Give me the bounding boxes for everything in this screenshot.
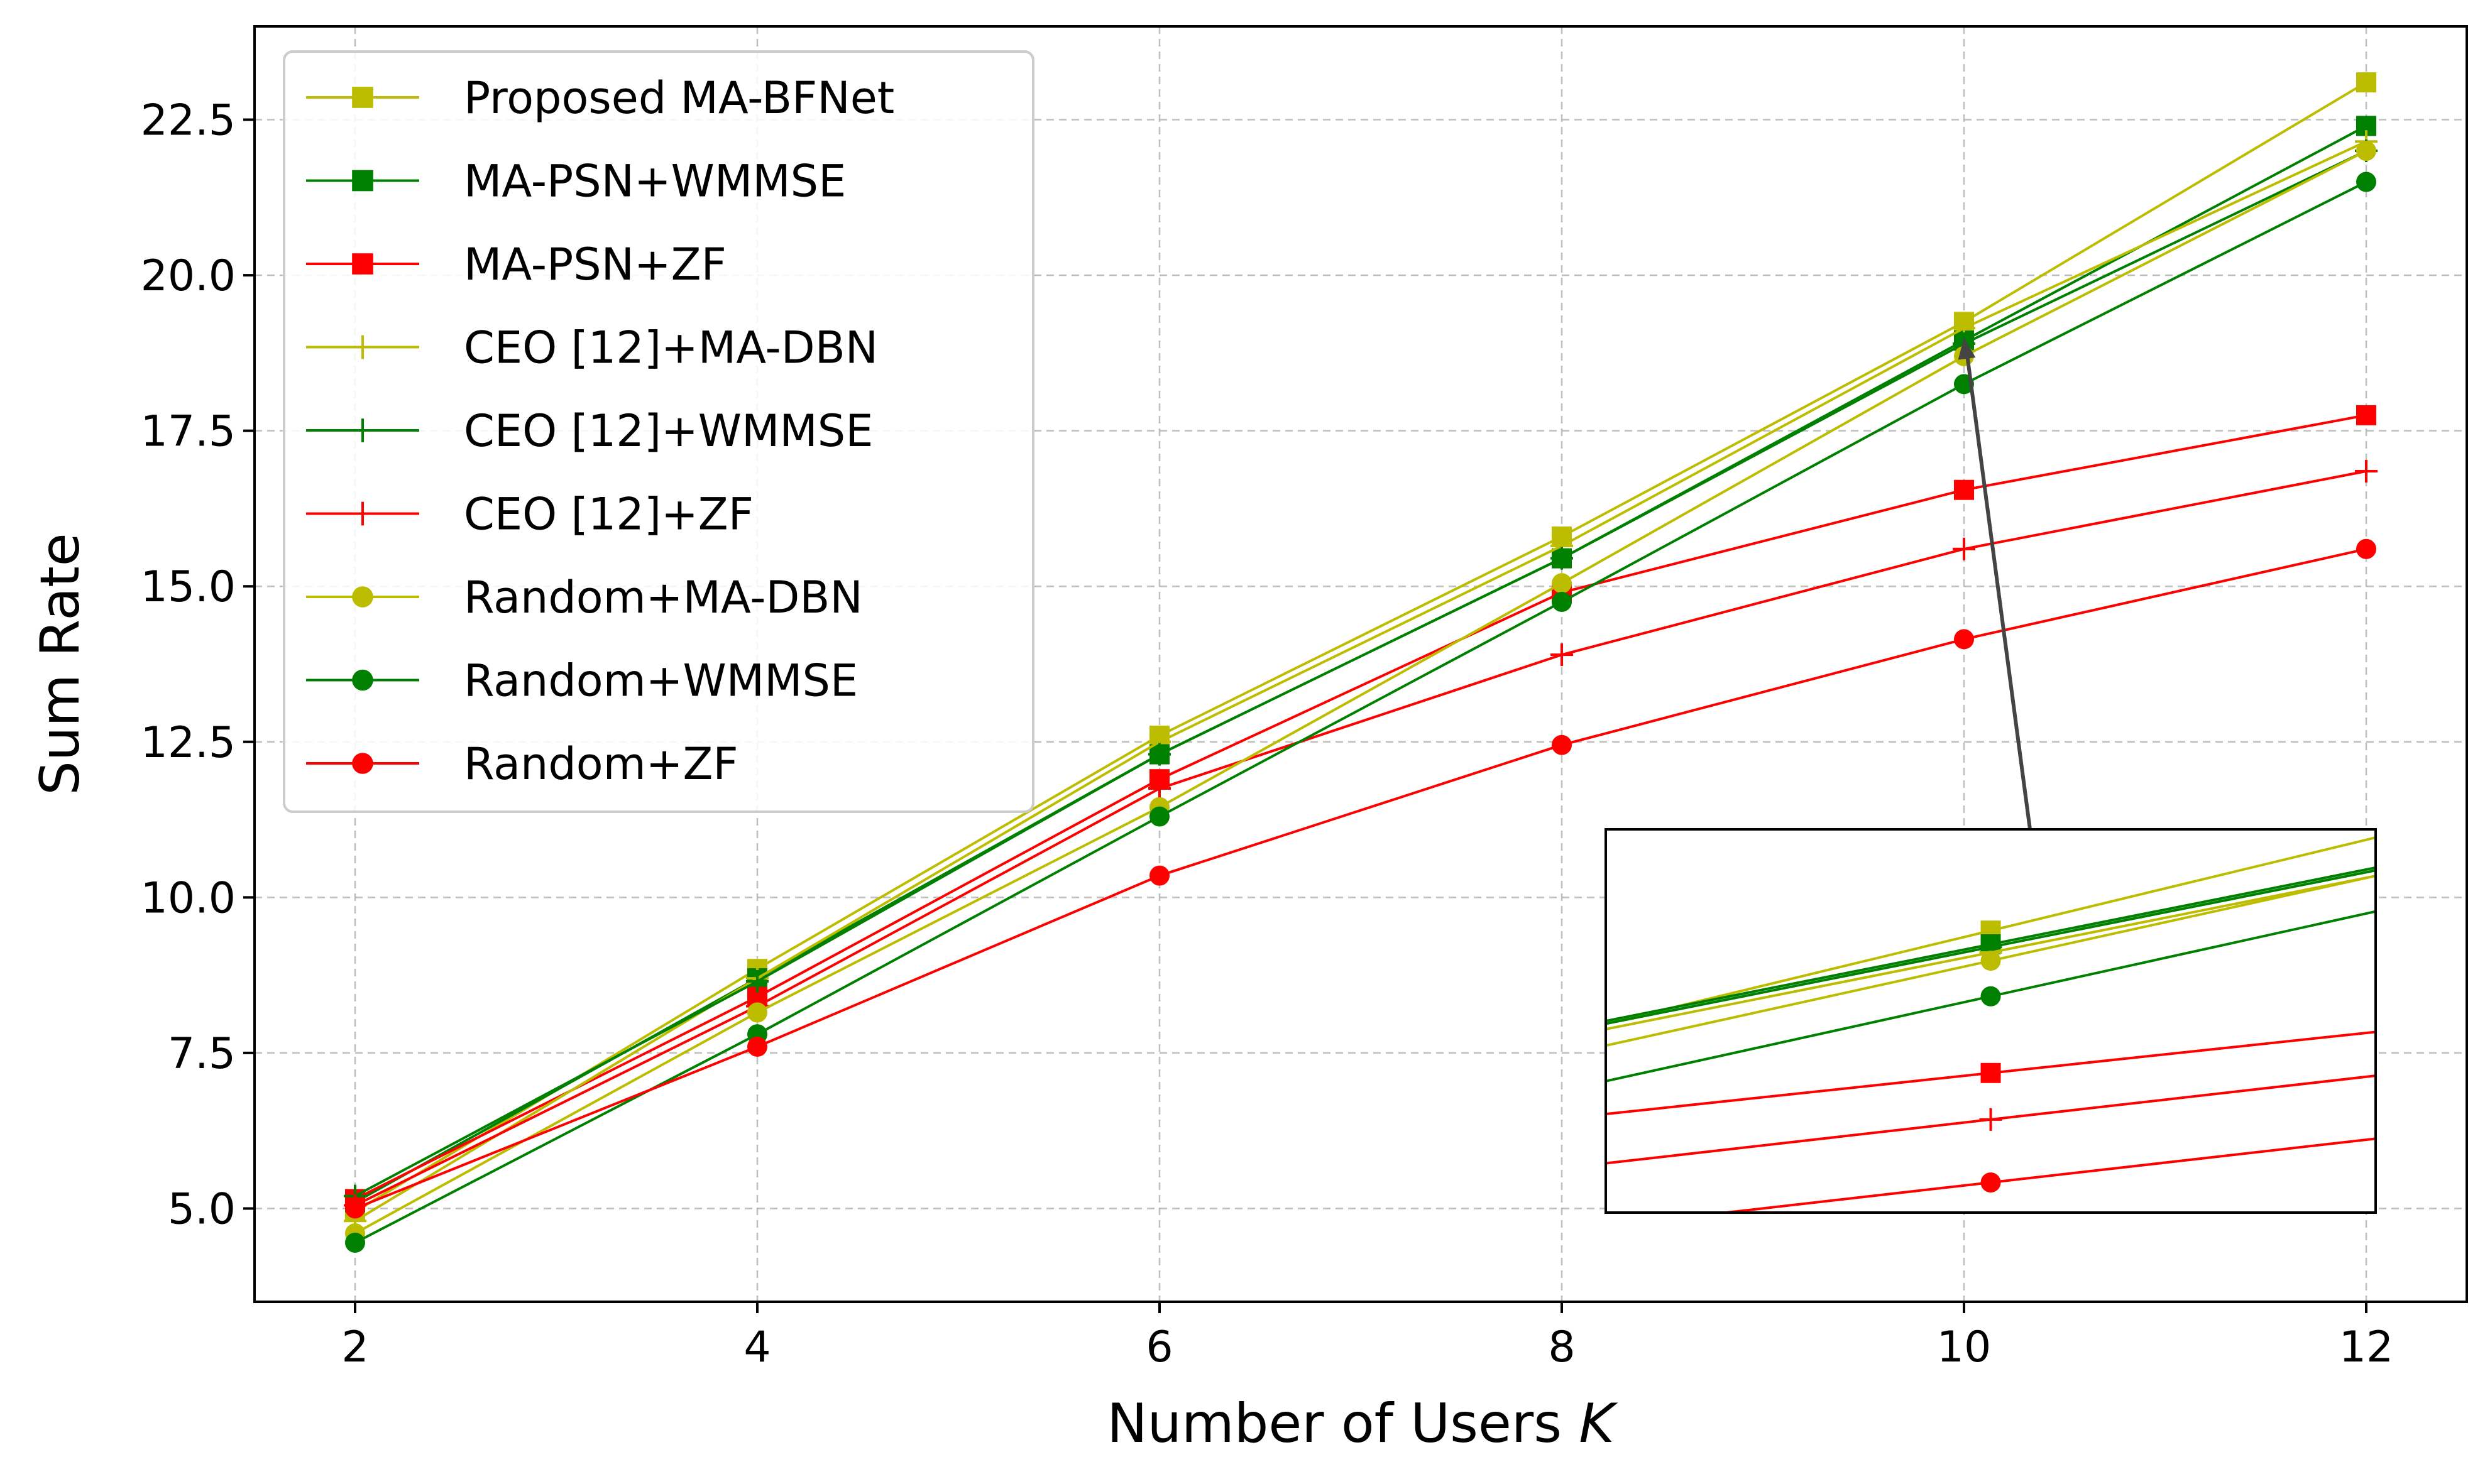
legend-swatch-marker-ma-psn-zf [352, 253, 373, 275]
inset-data-point-ceo-12-zf [1979, 1108, 2002, 1131]
series-random-wmmse [345, 172, 2376, 1253]
legend: Proposed MA-BFNet MA-PSN+WMMSE MA-PSN+ZF CE… [283, 50, 1034, 813]
x-tick-label-10: 10 [1937, 1323, 1992, 1372]
legend-label-ceo-12-ma-dbn: CEO [12]+MA-DBN [464, 322, 878, 374]
x-tick-label-4: 4 [743, 1323, 771, 1372]
legend-item-random-zf: Random+ZF [306, 738, 738, 790]
inset-series-ma-psn-zf [1606, 1030, 2376, 1116]
legend-swatch-marker-ceo-12-wmmse [351, 418, 375, 442]
data-point-ceo-12-wmmse-k8 [1550, 547, 1573, 570]
y-tick-label-20.0: 20.0 [141, 251, 236, 301]
legend-label-random-wmmse: Random+WMMSE [464, 655, 858, 707]
data-point-random-wmmse-k12 [2356, 172, 2376, 192]
zoom-arrow-shaft [1965, 349, 2032, 830]
inset-data-point-ma-psn-zf [1980, 1062, 2001, 1083]
legend-label-ceo-12-zf: CEO [12]+ZF [464, 489, 754, 540]
data-point-random-zf-k12 [2356, 538, 2376, 559]
x-tick-label-6: 6 [1146, 1323, 1173, 1372]
inset-series-group [1606, 836, 2376, 1213]
data-point-ma-psn-zf-k10 [1954, 479, 1974, 500]
legend-label-proposed-ma-bfnet: Proposed MA-BFNet [464, 72, 894, 124]
series-line-ma-psn-zf [354, 413, 2367, 1201]
series-layer [344, 72, 2378, 1253]
series-line-random-wmmse [354, 180, 2367, 1244]
series-line-ceo-12-wmmse [354, 150, 2367, 1198]
data-point-ceo-12-zf-k10 [1953, 537, 1975, 560]
y-tick-label-10.0: 10.0 [141, 873, 236, 923]
inset-frame [1605, 828, 2377, 1214]
legend-label-ma-psn-wmmse: MA-PSN+WMMSE [464, 156, 846, 207]
data-point-ceo-12-wmmse-k4 [746, 970, 769, 993]
data-point-random-zf-k4 [747, 1037, 767, 1057]
legend-swatch-marker-ma-psn-wmmse [352, 170, 373, 192]
y-tick-label-5.0: 5.0 [168, 1184, 236, 1234]
legend-item-random-wmmse: Random+WMMSE [306, 655, 858, 707]
x-tick-label-8: 8 [1548, 1323, 1575, 1372]
inset-series-random-wmmse [1606, 910, 2376, 1083]
series-random-zf [345, 538, 2376, 1219]
legend-swatch-marker-random-zf [352, 753, 373, 774]
legend-swatch-marker-ceo-12-zf [351, 501, 375, 526]
data-point-random-ma-dbn-k12 [2356, 141, 2376, 161]
data-point-random-zf-k2 [345, 1198, 365, 1219]
series-line-random-ma-dbn [354, 150, 2367, 1235]
inset-series-random-ma-dbn [1606, 875, 2376, 1047]
zoom-arrow [1958, 337, 2032, 830]
data-point-ceo-12-zf-k8 [1550, 643, 1573, 667]
legend-label-random-ma-dbn: Random+MA-DBN [464, 572, 863, 623]
data-point-ma-psn-zf-k12 [2356, 405, 2376, 425]
series-line-random-zf [354, 547, 2367, 1210]
legend-item-random-ma-dbn: Random+MA-DBN [306, 572, 863, 623]
legend-item-ma-psn-wmmse: MA-PSN+WMMSE [306, 156, 846, 207]
legend-item-proposed-ma-bfnet: Proposed MA-BFNet [306, 72, 894, 124]
zoom-arrow-head [1958, 337, 1976, 360]
data-point-ceo-12-wmmse-k6 [1148, 743, 1171, 766]
data-point-random-zf-k6 [1149, 865, 1170, 886]
data-point-random-wmmse-k8 [1552, 591, 1572, 612]
y-tick-label-12.5: 12.5 [141, 718, 236, 768]
legend-label-ma-psn-zf: MA-PSN+ZF [464, 239, 727, 290]
data-point-random-wmmse-k2 [345, 1232, 365, 1253]
legend-item-ceo-12-wmmse: CEO [12]+WMMSE [306, 405, 873, 457]
data-point-random-zf-k8 [1552, 734, 1572, 755]
y-tick-label-22.5: 22.5 [141, 96, 236, 146]
series-line-proposed-ma-bfnet [354, 81, 2367, 1213]
y-axis-title: Sum Rate [29, 533, 92, 795]
data-point-random-zf-k10 [1954, 629, 1974, 650]
series-line-ceo-12-ma-dbn [354, 140, 2367, 1222]
legend-item-ceo-12-zf: CEO [12]+ZF [306, 489, 754, 540]
legend-item-ma-psn-zf: MA-PSN+ZF [306, 239, 727, 290]
inset-series-ceo-12-zf [1606, 1074, 2376, 1165]
legend-box [283, 50, 1034, 813]
data-point-random-wmmse-k6 [1149, 806, 1170, 827]
data-point-proposed-ma-bfnet-k12 [2356, 72, 2376, 93]
ticks-layer: 2 4 6 8 10 12 5.0 7.5 10.0 12.5 15.0 17.5 20.0 22.5 [141, 96, 2394, 1372]
legend-swatch-marker-random-wmmse [352, 669, 373, 691]
inset-data-point-random-ma-dbn [1980, 951, 2001, 971]
series-line-ceo-12-zf [354, 470, 2367, 1207]
legend-label-ceo-12-wmmse: CEO [12]+WMMSE [464, 405, 873, 457]
legend-item-ceo-12-ma-dbn: CEO [12]+MA-DBN [306, 322, 878, 374]
inset-data-point-random-zf [1980, 1172, 2001, 1193]
inset-layer [1605, 337, 2377, 1214]
x-axis-title: Number of Users K [1107, 1392, 1618, 1455]
legend-label-random-zf: Random+ZF [464, 738, 738, 790]
y-tick-label-17.5: 17.5 [141, 407, 236, 457]
inset-data-point-random-wmmse [1980, 986, 2001, 1007]
data-point-ceo-12-zf-k12 [2355, 460, 2378, 483]
y-tick-label-15.0: 15.0 [141, 562, 236, 612]
legend-swatch-marker-random-ma-dbn [352, 586, 373, 608]
data-point-random-ma-dbn-k4 [747, 1002, 767, 1023]
legend-swatch-marker-ceo-12-ma-dbn [351, 335, 375, 359]
plot-area-frame [253, 25, 2468, 1303]
legend-swatch-marker-proposed-ma-bfnet [352, 87, 373, 108]
data-point-random-ma-dbn-k8 [1552, 573, 1572, 594]
y-tick-label-7.5: 7.5 [168, 1029, 236, 1079]
data-point-ceo-12-zf-k6 [1148, 777, 1171, 800]
x-tick-label-2: 2 [341, 1323, 368, 1372]
x-tick-label-12: 12 [2339, 1323, 2394, 1372]
